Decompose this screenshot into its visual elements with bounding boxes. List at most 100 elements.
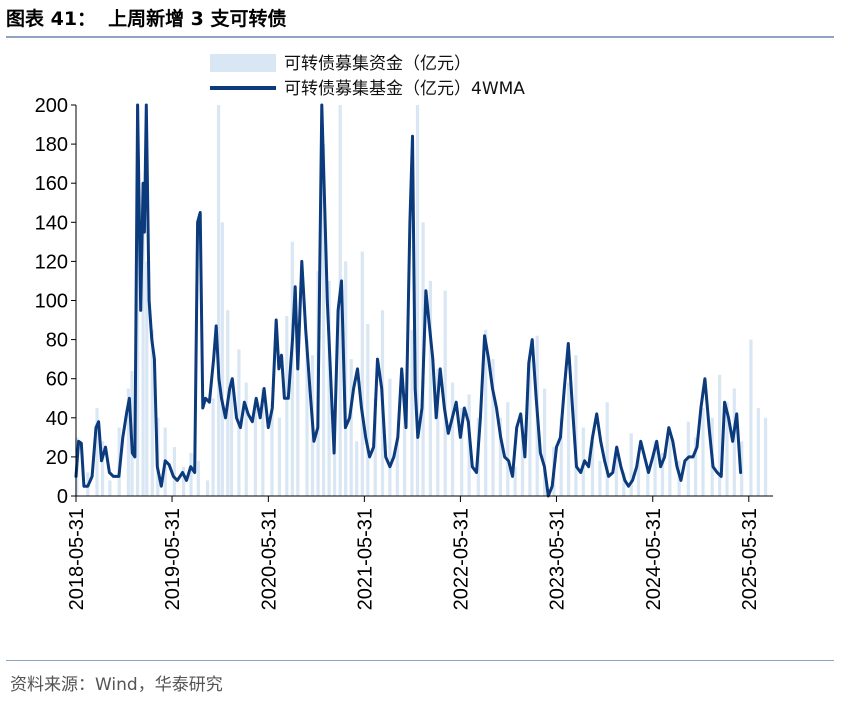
x-tick-label-5: 2023-05-31 <box>546 508 568 610</box>
y-tick-label-0: 0 <box>57 486 68 508</box>
bar-53 <box>428 280 432 496</box>
bar-83 <box>660 453 665 496</box>
bar-62 <box>498 417 502 496</box>
bar-50 <box>410 329 414 496</box>
bar-48 <box>395 437 399 496</box>
bar-32 <box>296 343 300 496</box>
bar-6 <box>126 388 130 496</box>
bar-43 <box>360 251 364 496</box>
y-tick-label-3: 60 <box>46 369 68 391</box>
bar-3 <box>101 441 105 496</box>
y-tick-label-2: 40 <box>46 408 68 430</box>
bar-57 <box>460 408 464 496</box>
x-tick-label-3: 2021-05-31 <box>354 508 376 610</box>
bar-19 <box>211 398 215 497</box>
y-tick-label-4: 80 <box>46 330 68 352</box>
bar-series <box>75 105 768 497</box>
y-tick-label-10: 200 <box>35 95 68 117</box>
bar-17 <box>196 460 200 496</box>
bar-68 <box>543 388 547 496</box>
figure-number: 图表 41： <box>6 8 97 30</box>
bar-77 <box>614 453 618 496</box>
x-tick-label-0: 2018-05-31 <box>66 508 88 610</box>
bar-51 <box>415 105 420 496</box>
bar-31 <box>290 241 294 496</box>
bar-23 <box>229 378 234 496</box>
bar-45 <box>373 398 377 497</box>
legend-line-label: 可转债募集基金（亿元）4WMA <box>284 79 525 99</box>
bar-9 <box>141 183 145 496</box>
bar-64 <box>513 466 517 496</box>
bar-80 <box>636 456 641 496</box>
figure-title-text: 上周新增 3 支可转债 <box>108 8 287 30</box>
legend-bar-swatch <box>210 54 276 72</box>
bar-72 <box>574 355 578 496</box>
bar-94 <box>749 339 753 496</box>
y-axis: 0 20 40 60 80 100 120 140 160 180 200 <box>35 95 77 508</box>
bar-42 <box>355 441 359 496</box>
bar-78 <box>622 472 626 496</box>
bar-37 <box>327 280 331 496</box>
bar-27 <box>261 388 265 496</box>
bar-25 <box>244 382 248 496</box>
source-note: 资料来源：Wind，华泰研究 <box>10 675 223 695</box>
bar-66 <box>528 359 532 496</box>
bar-81 <box>646 466 650 496</box>
bar-75 <box>598 460 602 496</box>
bar-60 <box>484 329 488 496</box>
bar-65 <box>520 427 525 496</box>
bar-84 <box>668 437 672 496</box>
line-series <box>74 103 743 498</box>
bar-33 <box>305 339 309 496</box>
bar-79 <box>629 433 633 496</box>
bar-90 <box>718 374 722 496</box>
bar-29 <box>277 417 281 496</box>
bar-15 <box>182 466 186 496</box>
bar-88 <box>701 408 705 496</box>
bar-36 <box>322 144 326 496</box>
bar-55 <box>443 290 447 496</box>
bar-28 <box>270 402 274 496</box>
y-tick-label-5: 100 <box>35 291 68 313</box>
bar-44 <box>366 324 370 496</box>
bar-70 <box>559 417 563 496</box>
x-tick-label-7: 2025-05-31 <box>739 508 761 610</box>
y-tick-label-7: 140 <box>35 212 68 234</box>
x-tick-label-4: 2022-05-31 <box>450 508 472 610</box>
title-rule <box>6 36 834 38</box>
x-tick-label-2: 2020-05-31 <box>258 508 280 610</box>
bar-82 <box>653 441 657 496</box>
bar-21 <box>220 222 224 497</box>
bar-92 <box>732 388 736 496</box>
bar-74 <box>590 441 595 496</box>
y-tick-label-9: 180 <box>35 134 68 156</box>
bar-96 <box>764 417 768 496</box>
bar-63 <box>506 402 510 496</box>
x-tick-label-6: 2024-05-31 <box>643 508 665 610</box>
bar-10 <box>145 261 149 496</box>
bar-26 <box>253 408 257 496</box>
bar-49 <box>403 408 407 496</box>
bar-71 <box>567 382 571 496</box>
bar-41 <box>349 359 353 496</box>
bar-20 <box>217 105 221 496</box>
footer-rule <box>6 660 834 661</box>
bar-4 <box>108 480 112 496</box>
wma-line <box>74 103 743 498</box>
x-tick-label-1: 2019-05-31 <box>162 508 184 610</box>
bar-2 <box>95 408 99 496</box>
bar-95 <box>756 408 760 496</box>
y-tick-label-8: 160 <box>35 173 68 195</box>
figure-title: 图表 41： 上周新增 3 支可转债 <box>6 4 287 31</box>
x-axis: 2018-05-31 2019-05-31 2020-05-31 2021-05-31… <box>66 495 773 610</box>
bar-14 <box>172 447 176 496</box>
bar-11 <box>150 329 154 496</box>
bar-30 <box>285 316 289 496</box>
legend: 可转债募集资金（亿元） 可转债募集基金（亿元）4WMA <box>210 54 525 99</box>
bar-16 <box>189 453 193 496</box>
bar-87 <box>694 437 698 496</box>
y-tick-label-1: 20 <box>46 447 68 469</box>
y-tick-label-6: 120 <box>35 251 68 273</box>
bar-61 <box>491 359 495 496</box>
bar-56 <box>450 382 455 496</box>
